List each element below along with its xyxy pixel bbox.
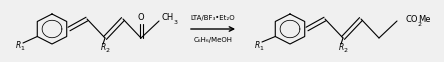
Text: O: O	[138, 14, 144, 23]
Text: 1: 1	[20, 46, 24, 51]
Text: R: R	[16, 41, 20, 51]
Text: LTA/BF₃•Et₂O: LTA/BF₃•Et₂O	[190, 15, 235, 21]
Text: CH: CH	[162, 14, 174, 23]
Text: Me: Me	[418, 15, 430, 23]
Text: CO: CO	[406, 15, 418, 23]
Text: 1: 1	[259, 46, 263, 51]
Text: 2: 2	[417, 22, 421, 26]
Text: R: R	[338, 42, 344, 52]
Text: 3: 3	[174, 21, 178, 25]
Text: R: R	[254, 41, 260, 51]
Text: 2: 2	[105, 47, 109, 53]
Text: R: R	[100, 42, 106, 52]
Text: C₆H₆/MeOH: C₆H₆/MeOH	[194, 37, 233, 43]
Text: 2: 2	[343, 47, 347, 53]
